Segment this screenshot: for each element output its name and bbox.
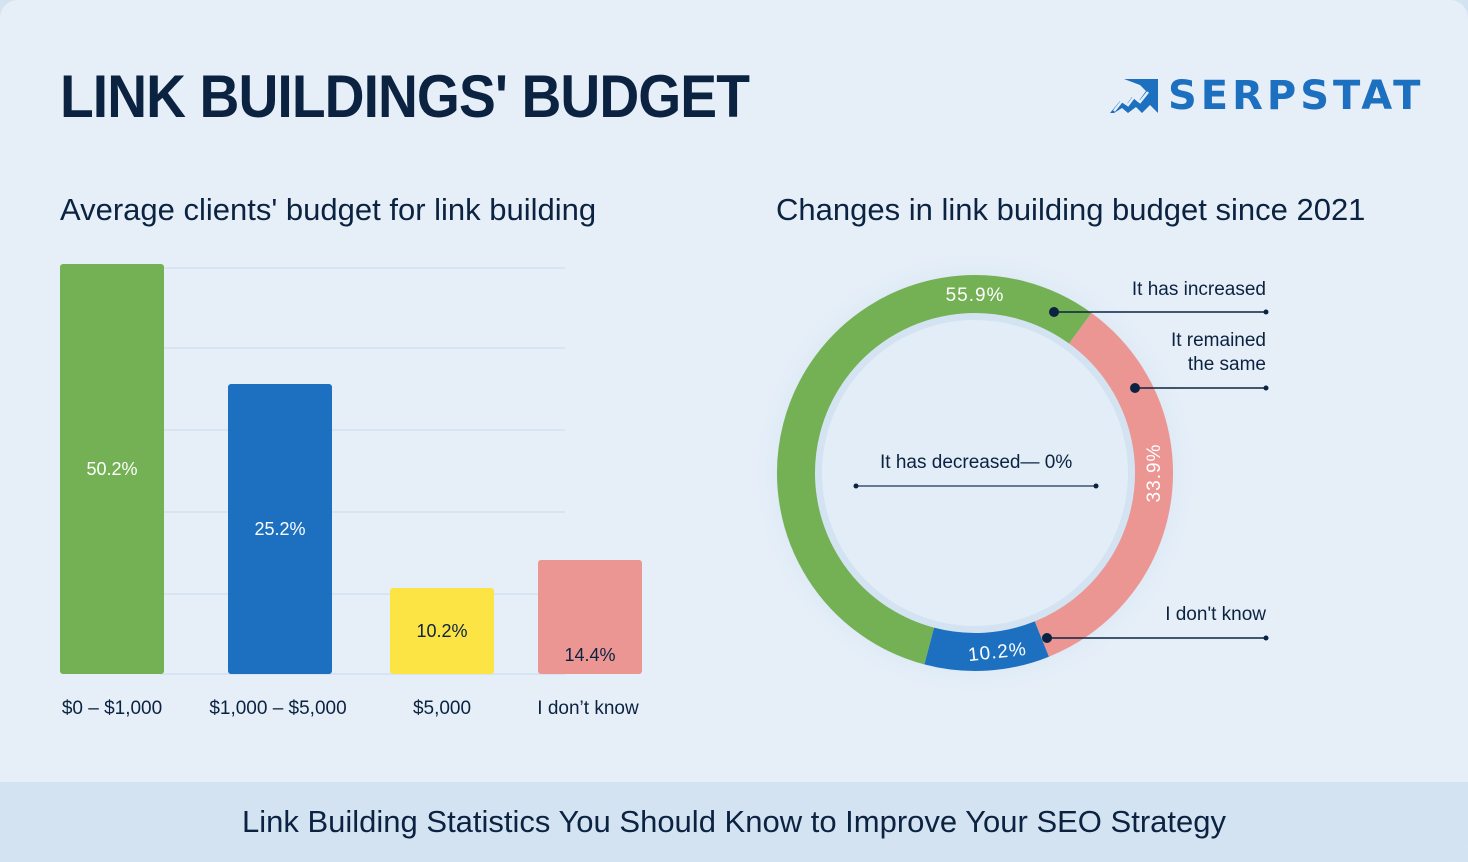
page-title: LINK BUILDINGS' BUDGET xyxy=(60,63,750,130)
serpstat-logo-icon xyxy=(1110,79,1158,113)
gridline xyxy=(160,347,565,349)
legend-dont-know: I don't know xyxy=(1165,604,1266,625)
gridline xyxy=(160,511,565,513)
bar-value-label: 50.2% xyxy=(86,458,138,479)
donut-chart-subtitle: Changes in link building budget since 20… xyxy=(776,192,1366,227)
bar-5000[interactable]: 10.2% xyxy=(390,588,494,674)
bar-dont-know[interactable]: 14.4% xyxy=(538,560,642,674)
legend-decreased: It has decreased— 0% xyxy=(880,452,1073,473)
donut-label-remained: 33.9% xyxy=(1144,444,1165,503)
leader-line-remained xyxy=(1130,383,1269,393)
bar-chart-subtitle: Average clients' budget for link buildin… xyxy=(60,192,597,227)
bar-category-label: $5,000 xyxy=(412,698,472,719)
bar-value-label: 10.2% xyxy=(416,620,468,641)
bar-category-label: $1,000 – $5,000 xyxy=(209,698,347,719)
leader-line-decreased xyxy=(853,483,1099,489)
bar-value-label: 25.2% xyxy=(254,518,306,539)
donut-segment-increased[interactable] xyxy=(725,223,1225,723)
donut-chart: 55.9% 33.9% 10.2% xyxy=(750,248,1269,698)
bar-category-label: $0 – $1,000 xyxy=(61,698,163,719)
serpstat-logo[interactable]: SERPSTAT xyxy=(1110,76,1424,116)
bar-category-label: I don’t know xyxy=(537,698,639,719)
footer-banner: Link Building Statistics You Should Know… xyxy=(0,782,1468,862)
leader-line-dont-know xyxy=(1042,633,1269,643)
donut-center xyxy=(815,313,1135,633)
gridline xyxy=(160,673,565,675)
logo-wordmark: SERPSTAT xyxy=(1168,73,1425,119)
legend-increased: It has increased xyxy=(1131,279,1266,300)
legend-remained-line1: It remained xyxy=(1170,330,1266,351)
gridline xyxy=(160,267,565,269)
bar-1000-5000[interactable]: 25.2% xyxy=(228,384,332,674)
donut-inner-shadow xyxy=(808,306,1142,640)
legend-remained-line2: the same xyxy=(1187,354,1266,375)
gridline xyxy=(160,593,565,595)
footer-text: Link Building Statistics You Should Know… xyxy=(242,804,1226,839)
bar-chart: 50.2% 25.2% 10.2% 14.4% xyxy=(60,264,660,675)
bar-0-1000[interactable]: 50.2% xyxy=(60,264,164,674)
leader-line-increased xyxy=(1049,307,1269,317)
donut-label-increased: 55.9% xyxy=(946,285,1005,306)
bar-value-label: 14.4% xyxy=(564,645,616,665)
gridline xyxy=(160,429,565,431)
